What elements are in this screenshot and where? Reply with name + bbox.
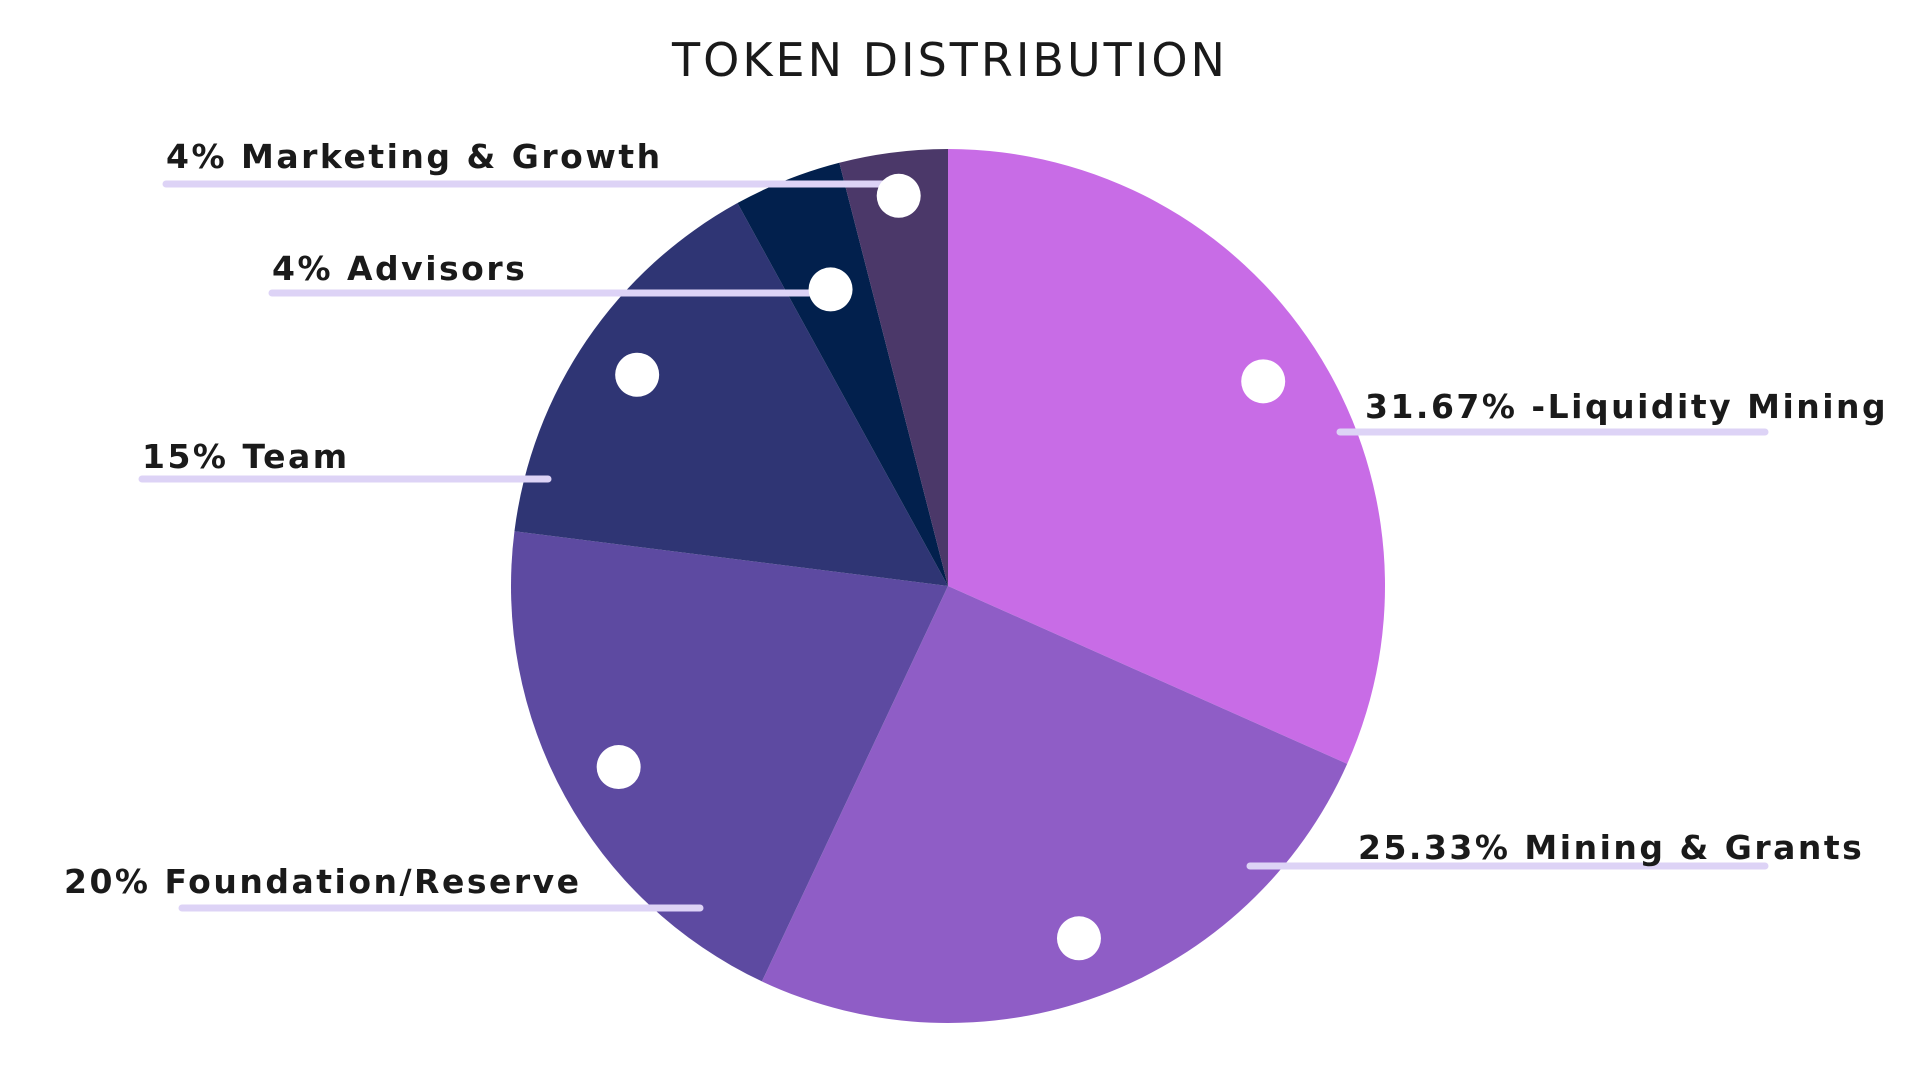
slice-dot-1: [1056, 916, 1101, 961]
slice-marker-dots: [596, 173, 1286, 961]
slice-label-0: 31.67% -Liquidity Mining: [1365, 387, 1888, 426]
pie-slice-3: [514, 203, 948, 586]
pie-slice-5: [839, 149, 948, 586]
pie-slice-0: [948, 149, 1386, 764]
slice-label-4: 4% Advisors: [272, 249, 527, 288]
label-leader-lines: [138, 180, 1769, 912]
slice-dot-4: [808, 267, 853, 312]
slice-label-1: 25.33% Mining & Grants: [1358, 828, 1864, 867]
slice-dot-5: [876, 173, 921, 218]
slice-dot-2: [596, 745, 641, 790]
pie-slice-2: [511, 531, 948, 982]
slice-labels: 31.67% -Liquidity Mining 25.33% Mining & …: [64, 137, 1888, 901]
slice-dot-0: [1241, 359, 1286, 404]
pie-slice-1: [761, 586, 1348, 1023]
chart-title: TOKEN DISTRIBUTION: [671, 33, 1228, 87]
slice-dot-3: [615, 352, 660, 397]
pie-slice-4: [737, 162, 948, 586]
slice-label-2: 20% Foundation/Reserve: [64, 862, 582, 901]
slice-label-5: 4% Marketing & Growth: [166, 137, 663, 176]
pie-slices: [511, 149, 1386, 1023]
slice-label-3: 15% Team: [142, 437, 350, 476]
